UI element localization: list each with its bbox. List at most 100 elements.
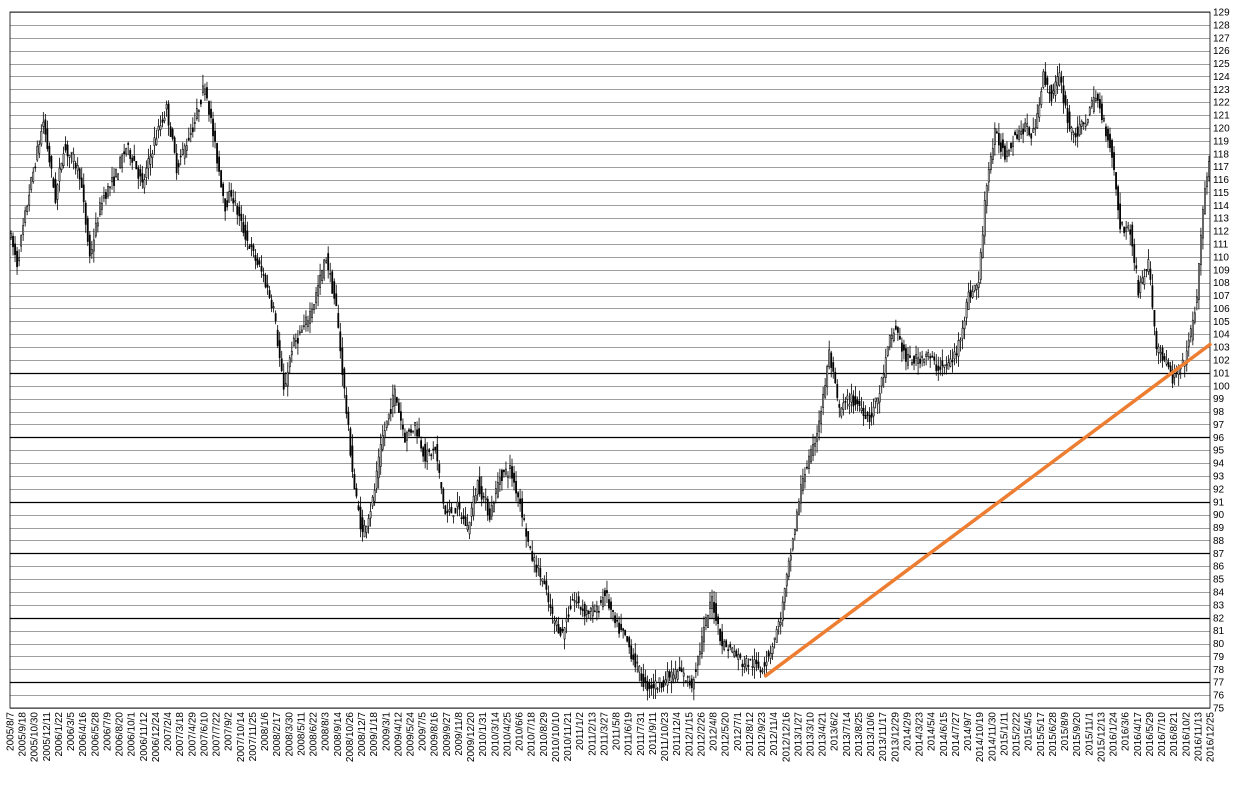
candle-body bbox=[563, 627, 566, 640]
candle-body bbox=[644, 677, 647, 683]
candle-body bbox=[436, 443, 439, 462]
y-tick-label: 95 bbox=[1213, 446, 1225, 457]
candle-body bbox=[810, 449, 812, 463]
candle-body bbox=[361, 517, 364, 533]
candle-body bbox=[270, 299, 273, 309]
candle-body bbox=[937, 365, 940, 371]
x-tick-label: 2011/9/11 bbox=[648, 712, 659, 755]
candle-body bbox=[684, 680, 687, 682]
candle-body bbox=[319, 274, 322, 288]
candle-body bbox=[204, 88, 206, 95]
candle-body bbox=[347, 411, 350, 425]
x-tick-label: 2015/1/11 bbox=[999, 712, 1010, 756]
candle-body bbox=[939, 366, 942, 370]
candle-body bbox=[26, 206, 29, 212]
candle-body bbox=[921, 355, 924, 358]
candle-body bbox=[686, 676, 689, 678]
x-tick-label: 2012/8/12 bbox=[745, 712, 756, 757]
y-tick-label: 120 bbox=[1213, 124, 1230, 135]
candle-body bbox=[1137, 279, 1140, 296]
candle-body bbox=[775, 628, 778, 643]
x-tick-label: 2013/6/2 bbox=[830, 712, 841, 751]
candle-body bbox=[238, 206, 241, 217]
candle-body bbox=[602, 597, 604, 608]
plot-frame bbox=[9, 11, 1211, 709]
candle-body bbox=[838, 404, 841, 408]
candle-body bbox=[650, 685, 653, 689]
candle-body bbox=[1006, 150, 1008, 157]
candle-body bbox=[101, 202, 103, 210]
x-tick-label: 2015/9/20 bbox=[1072, 712, 1083, 757]
candle-body bbox=[426, 449, 429, 462]
x-tick-label: 2005/12/11 bbox=[42, 712, 53, 762]
candle-body bbox=[18, 256, 20, 262]
candle-body bbox=[769, 652, 772, 659]
candle-body bbox=[826, 366, 829, 388]
candle-body bbox=[1070, 127, 1073, 133]
candle-body bbox=[963, 320, 966, 330]
candle-body bbox=[1129, 229, 1132, 235]
candle-body bbox=[795, 511, 798, 532]
candle-body bbox=[571, 598, 574, 601]
candle-body bbox=[701, 636, 703, 655]
candle-body bbox=[325, 260, 328, 263]
candle-body bbox=[446, 510, 449, 514]
x-tick-label: 2006/5/28 bbox=[90, 712, 101, 757]
candle-body bbox=[840, 407, 843, 417]
candle-body bbox=[44, 119, 47, 135]
candle-body bbox=[1157, 346, 1160, 353]
x-tick-label: 2016/12/25 bbox=[1206, 712, 1217, 762]
candle-body bbox=[1185, 350, 1188, 365]
candle-body bbox=[1080, 120, 1083, 127]
x-tick-label: 2006/3/5 bbox=[66, 712, 77, 751]
candle-body bbox=[894, 325, 897, 330]
candle-body bbox=[537, 564, 540, 569]
candle-body bbox=[365, 526, 368, 533]
y-tick-label: 122 bbox=[1213, 98, 1230, 109]
x-tick-label: 2011/1/2 bbox=[575, 712, 586, 751]
candle-body bbox=[797, 501, 800, 515]
y-tick-label: 91 bbox=[1213, 497, 1225, 508]
x-tick-label: 2012/1/15 bbox=[684, 712, 695, 757]
candle-body bbox=[507, 475, 509, 478]
x-tick-label: 2009/7/5 bbox=[418, 712, 429, 751]
candle-body bbox=[1187, 339, 1190, 347]
candle-body bbox=[64, 143, 67, 151]
candle-body bbox=[482, 495, 485, 498]
candle-body bbox=[565, 618, 568, 623]
candle-body bbox=[282, 373, 285, 390]
candle-body bbox=[385, 420, 388, 428]
candle-body bbox=[1202, 209, 1204, 239]
candle-body bbox=[496, 481, 499, 498]
candle-body bbox=[589, 607, 592, 612]
candle-body bbox=[151, 153, 154, 159]
candle-body bbox=[416, 429, 418, 437]
candle-body bbox=[842, 402, 845, 410]
candle-body bbox=[725, 640, 728, 648]
y-tick-label: 77 bbox=[1213, 678, 1225, 689]
candle-body bbox=[523, 518, 526, 520]
candle-body bbox=[656, 688, 659, 690]
candle-body bbox=[218, 156, 220, 172]
candle-body bbox=[1082, 122, 1085, 125]
candle-body bbox=[438, 464, 441, 473]
candle-body bbox=[896, 327, 899, 333]
x-tick-label: 2006/7/9 bbox=[103, 712, 114, 751]
candle-body bbox=[981, 234, 984, 258]
candle-body bbox=[995, 131, 998, 134]
candle-body bbox=[618, 622, 620, 634]
candle-body bbox=[711, 596, 713, 609]
candle-body bbox=[876, 397, 879, 405]
y-tick-label: 94 bbox=[1213, 459, 1225, 470]
candle-body bbox=[616, 619, 618, 622]
candle-body bbox=[381, 435, 384, 450]
candle-body bbox=[1149, 268, 1152, 280]
candle-body bbox=[125, 148, 128, 155]
candle-body bbox=[733, 651, 736, 657]
candle-body bbox=[333, 281, 336, 299]
candle-body bbox=[28, 194, 31, 206]
candle-body bbox=[331, 271, 334, 294]
candle-body bbox=[844, 400, 847, 403]
candle-body bbox=[408, 429, 410, 432]
x-tick-label: 2008/1/6 bbox=[260, 712, 271, 751]
